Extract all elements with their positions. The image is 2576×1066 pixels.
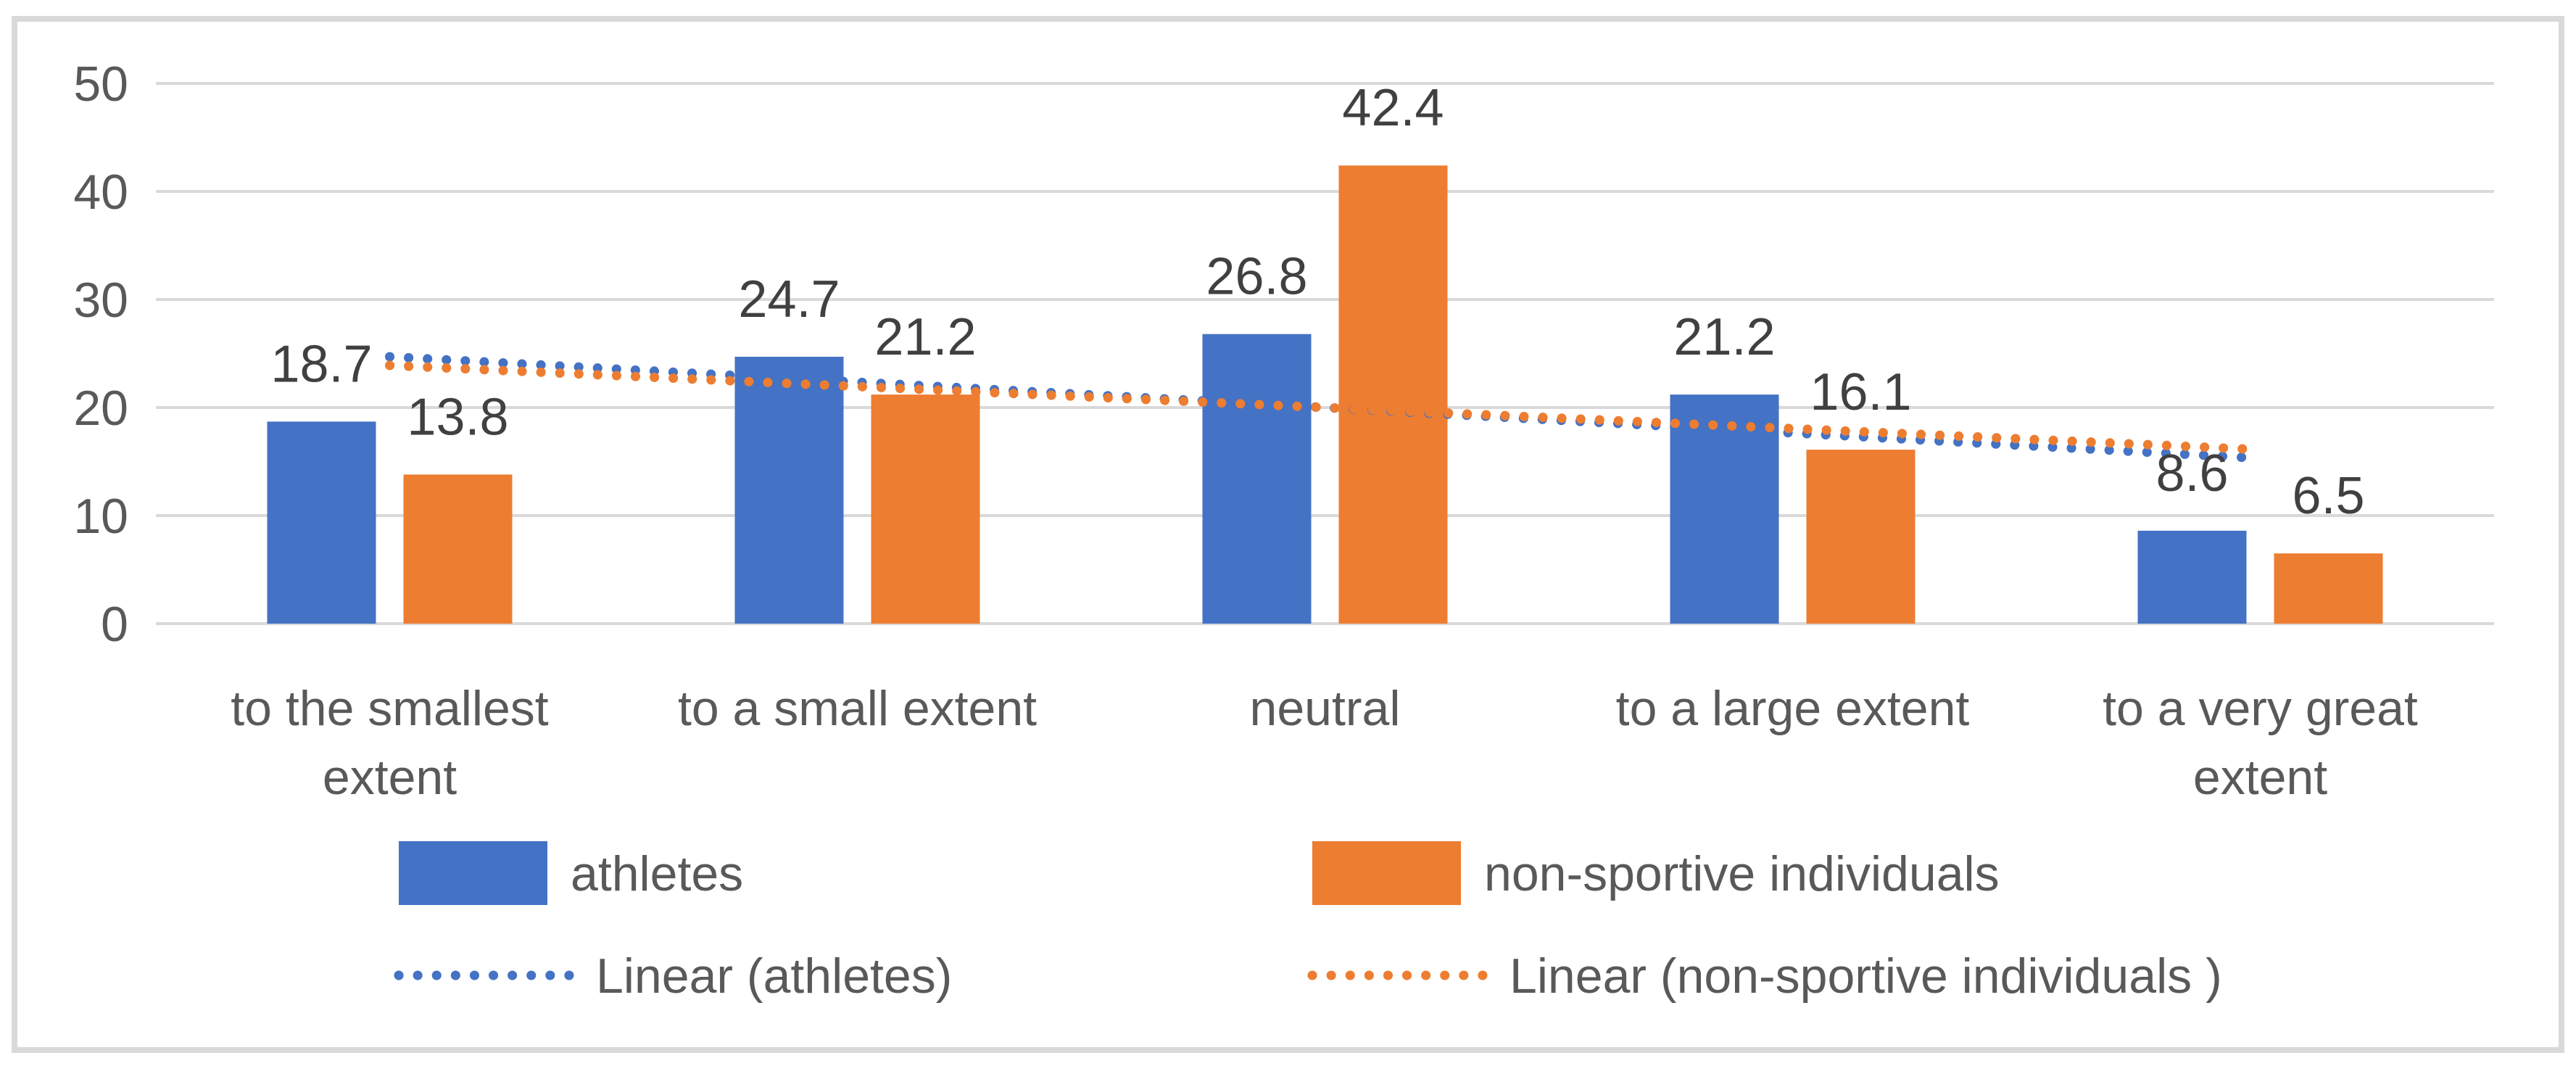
data-label-non-sportive-individuals-1: 21.2 [874,308,976,366]
data-label-non-sportive-individuals-3: 16.1 [1810,363,1911,421]
legend-swatch-athletes [399,841,547,905]
bar-non-sportive-individuals-1 [871,394,980,624]
x-axis-category-1: to a small extent [678,681,1037,736]
y-axis-tick-30: 30 [73,273,128,328]
y-axis-tick-10: 10 [73,489,128,544]
bar-non-sportive-individuals-4 [2274,553,2383,624]
data-label-athletes-2: 26.8 [1206,248,1307,306]
bar-non-sportive-individuals-3 [1806,450,1916,624]
data-label-athletes-3: 21.2 [1673,308,1775,366]
bar-non-sportive-individuals-0 [403,474,513,624]
data-label-non-sportive-individuals-4: 6.5 [2292,467,2364,525]
y-axis-tick-50: 50 [73,57,128,112]
legend-swatch-non-sportive-individuals [1312,841,1461,905]
y-axis-tick-0: 0 [101,597,128,652]
legend-label-Linear-athletes-: Linear (athletes) [596,949,952,1004]
data-label-athletes-4: 8.6 [2155,445,2228,503]
bar-athletes-2 [1202,334,1312,624]
y-axis-tick-40: 40 [73,165,128,220]
data-label-athletes-0: 18.7 [270,335,372,393]
bar-athletes-4 [2137,530,2247,624]
bar-athletes-0 [267,421,376,624]
x-axis-category-3: to a large extent [1616,681,1970,736]
x-axis-category-2: neutral [1250,681,1401,736]
bar-athletes-1 [734,356,844,624]
y-axis-tick-20: 20 [73,381,128,436]
legend-label-Linear-non-sportive-individuals-: Linear (non-sportive individuals ) [1509,949,2222,1004]
data-label-athletes-1: 24.7 [738,270,840,329]
legend-label-non-sportive-individuals: non-sportive individuals [1484,846,2000,901]
legend-label-athletes: athletes [571,846,743,901]
x-axis-category-4: to a very great extent [2103,681,2418,805]
bar-non-sportive-individuals-2 [1338,165,1448,624]
x-axis-category-0: to the smallest extent [231,681,549,805]
data-label-non-sportive-individuals-0: 13.8 [407,388,508,446]
bar-athletes-3 [1670,394,1779,624]
data-label-non-sportive-individuals-2: 42.4 [1342,79,1444,137]
